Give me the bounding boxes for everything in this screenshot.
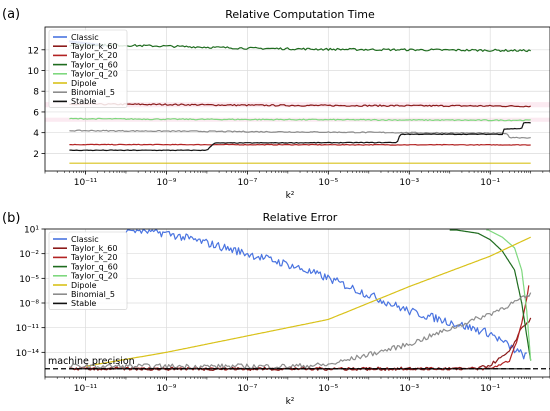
series-line-stable bbox=[69, 121, 531, 152]
legend-entry: Binomial_5 bbox=[71, 290, 115, 299]
y-tick-label: 10⁻² bbox=[19, 250, 39, 260]
panel-a: (a) Relative Computation Time 10⁻¹¹ 10⁻⁹ 1… bbox=[2, 7, 550, 201]
series-line-taylor-q-60 bbox=[449, 229, 532, 361]
y-tick-label: 2 bbox=[33, 150, 39, 160]
x-tick-label: 10⁻¹¹ bbox=[74, 178, 98, 188]
panel-a-xlabel: k² bbox=[286, 191, 295, 201]
series-line-classic bbox=[125, 229, 527, 360]
legend-entry: Taylor_k_60 bbox=[70, 42, 117, 51]
x-tick-label: 10⁻¹ bbox=[480, 178, 500, 188]
series-line-taylor-q-20 bbox=[69, 117, 531, 122]
panel-b-x-ticks: 10⁻¹¹ 10⁻⁹ 10⁻⁷ 10⁻⁵ 10⁻³ 10⁻¹ bbox=[44, 377, 550, 394]
series-line-taylor-k-60 bbox=[69, 102, 531, 108]
y-tick-label: 8 bbox=[33, 88, 39, 98]
series-line-binomial-5 bbox=[69, 292, 532, 370]
panel-b-xlabel: k² bbox=[286, 397, 295, 407]
legend-box bbox=[48, 29, 128, 108]
y-tick-label: 6 bbox=[33, 108, 39, 118]
panel-a-x-ticks: 10⁻¹¹ 10⁻⁹ 10⁻⁷ 10⁻⁵ 10⁻³ 10⁻¹ bbox=[44, 171, 550, 188]
y-tick-label: 10 bbox=[28, 67, 40, 77]
legend-entry: Taylor_k_20 bbox=[70, 51, 117, 60]
x-tick-label: 10⁻⁷ bbox=[237, 178, 257, 188]
legend-entry: Classic bbox=[71, 33, 99, 42]
y-tick-label: 10⁻⁵ bbox=[19, 275, 39, 285]
legend-entry: Binomial_5 bbox=[71, 88, 115, 97]
legend-entry: Stable bbox=[71, 299, 96, 308]
y-tick-label: 10¹ bbox=[24, 226, 39, 236]
panel-a-y-ticks: 2 4 6 8 10 12 bbox=[28, 46, 45, 160]
legend-entry: Taylor_q_20 bbox=[70, 70, 118, 79]
y-tick-label: 12 bbox=[28, 46, 39, 56]
x-tick-label: 10⁻³ bbox=[399, 178, 419, 188]
legend-entry: Dipole bbox=[71, 281, 97, 290]
panel-a-frame bbox=[44, 26, 550, 172]
legend-entry: Classic bbox=[71, 235, 99, 244]
legend-entry: Taylor_k_20 bbox=[70, 253, 117, 262]
y-tick-label: 10⁻¹¹ bbox=[16, 324, 40, 334]
legend-entry: Dipole bbox=[71, 79, 97, 88]
panel-b: (b) Relative Error machine precision 10⁻… bbox=[2, 211, 550, 407]
x-tick-label: 10⁻⁷ bbox=[237, 384, 257, 394]
legend-entry: Taylor_q_60 bbox=[70, 60, 118, 69]
panel-a-legend: ClassicTaylor_k_60Taylor_k_20Taylor_q_60… bbox=[48, 29, 128, 108]
x-tick-label: 10⁻⁵ bbox=[318, 384, 338, 394]
x-tick-label: 10⁻¹¹ bbox=[74, 384, 98, 394]
y-tick-label: 10⁻⁸ bbox=[19, 300, 39, 310]
legend-box bbox=[48, 231, 128, 310]
y-tick-label: 4 bbox=[33, 129, 39, 139]
series-line-taylor-q-60 bbox=[69, 43, 531, 53]
panel-b-title: Relative Error bbox=[263, 211, 338, 224]
x-tick-label: 10⁻¹ bbox=[480, 384, 500, 394]
panel-b-y-ticks: 10¹ 10⁻² 10⁻⁵ 10⁻⁸ 10⁻¹¹ 10⁻¹⁴ bbox=[16, 226, 45, 359]
series-line-taylor-q-20 bbox=[485, 229, 532, 361]
x-tick-label: 10⁻³ bbox=[399, 384, 419, 394]
legend-entry: Taylor_q_20 bbox=[70, 272, 118, 281]
shaded-band bbox=[45, 102, 550, 108]
series-line-dipole bbox=[85, 236, 531, 367]
x-tick-label: 10⁻⁹ bbox=[157, 384, 177, 394]
legend-entry: Taylor_q_60 bbox=[70, 262, 118, 271]
series-line-binomial-5 bbox=[69, 129, 531, 139]
panel-b-series bbox=[69, 229, 532, 371]
series-line-taylor-k-20 bbox=[69, 143, 531, 146]
panel-b-label: (b) bbox=[2, 211, 20, 226]
y-tick-label: 10⁻¹⁴ bbox=[16, 349, 40, 359]
x-tick-label: 10⁻⁹ bbox=[157, 178, 177, 188]
machine-precision-label: machine precision bbox=[48, 356, 135, 367]
panel-a-label: (a) bbox=[2, 7, 20, 22]
panel-a-title: Relative Computation Time bbox=[225, 8, 375, 21]
panel-b-legend: ClassicTaylor_k_60Taylor_k_20Taylor_q_60… bbox=[48, 231, 128, 310]
x-tick-label: 10⁻⁵ bbox=[318, 178, 338, 188]
panel-a-series bbox=[68, 40, 531, 164]
legend-entry: Stable bbox=[71, 97, 96, 106]
legend-entry: Taylor_k_60 bbox=[70, 244, 117, 253]
